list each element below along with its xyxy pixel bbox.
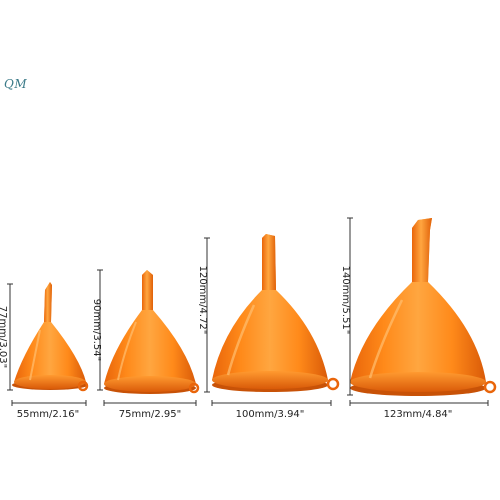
dimension-lines (7, 217, 489, 406)
funnel-2 (104, 270, 200, 394)
funnel-4-height-label: 140mm/5.51" (340, 266, 351, 335)
funnel-3-height-label: 120mm/4.72" (197, 266, 208, 335)
funnel-1-height-label: 77mm/3.03" (0, 306, 8, 368)
funnel-4 (350, 218, 497, 396)
funnel-4-width-label: 123mm/4.84" (384, 409, 453, 420)
funnel-1-width-label: 55mm/2.16" (17, 409, 79, 420)
funnel-3-width-label: 100mm/3.94" (236, 409, 305, 420)
funnel-2-height-label: 90mm/3.54" (91, 299, 102, 361)
watermark: QM (4, 77, 28, 91)
funnel-1 (12, 282, 89, 392)
funnel-3 (212, 234, 340, 392)
funnel-2-width-label: 75mm/2.95" (119, 409, 181, 420)
